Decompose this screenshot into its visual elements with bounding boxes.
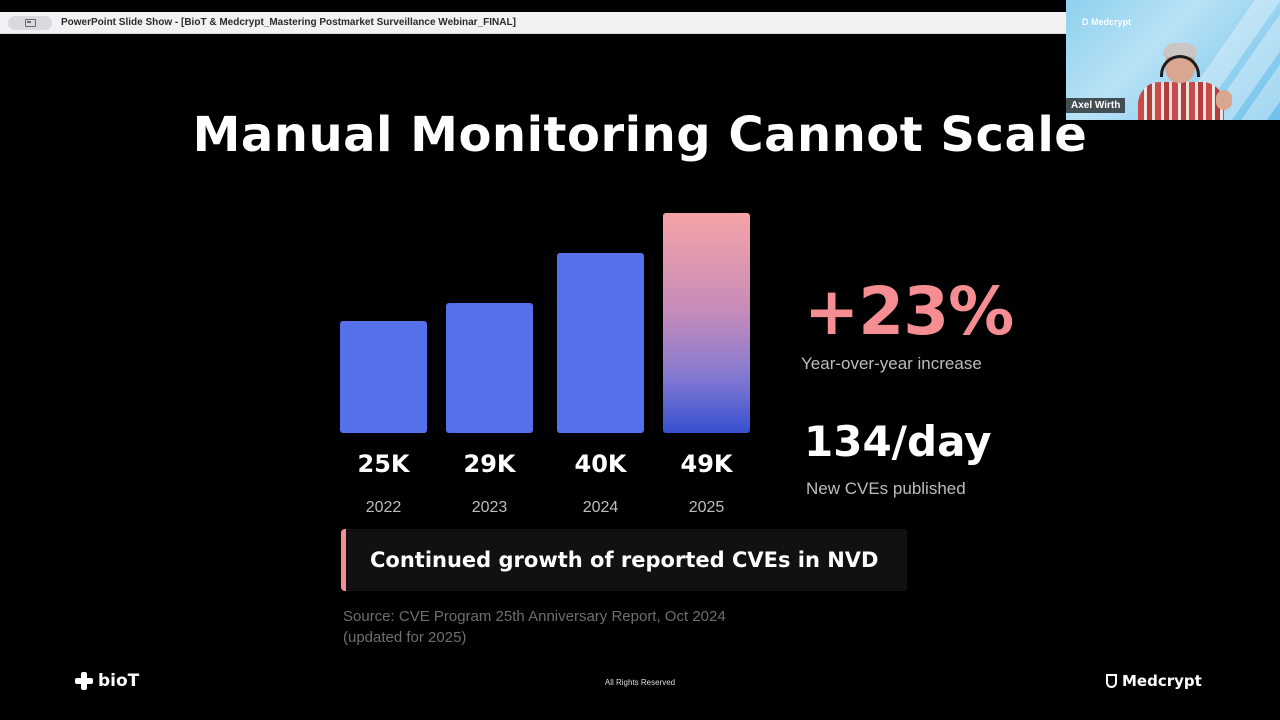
window-title: PowerPoint Slide Show - [BioT & Medcrypt… bbox=[61, 17, 516, 28]
cves-per-day-caption: New CVEs published bbox=[806, 479, 966, 498]
bar-2024 bbox=[557, 253, 644, 433]
bar-category-label: 2022 bbox=[365, 499, 402, 516]
medcrypt-logo: Medcrypt bbox=[1106, 672, 1202, 690]
bar-category-label: 2023 bbox=[471, 499, 508, 516]
bar-2023 bbox=[446, 302, 533, 433]
video-tile-org-label: D Medcrypt bbox=[1082, 17, 1132, 27]
bar-2025 bbox=[663, 213, 750, 433]
window-icon bbox=[24, 18, 36, 27]
participant-hand bbox=[1216, 90, 1232, 110]
source-line-2: (updated for 2025) bbox=[343, 629, 467, 646]
source-note: Source: CVE Program 25th Anniversary Rep… bbox=[343, 606, 726, 648]
bar-value-label: 29K bbox=[463, 450, 516, 478]
bar-category-label: 2024 bbox=[582, 499, 619, 516]
cves-per-day-value: 134/day bbox=[804, 417, 992, 466]
bar-value-label: 49K bbox=[680, 450, 733, 478]
callout-text: Continued growth of reported CVEs in NVD bbox=[370, 548, 879, 572]
callout-accent-bar bbox=[341, 529, 346, 591]
bar-value-label: 25K bbox=[357, 450, 410, 478]
yoy-increase-caption: Year-over-year increase bbox=[801, 354, 982, 373]
window-title-bar: PowerPoint Slide Show - [BioT & Medcrypt… bbox=[0, 12, 1066, 34]
participant-name-label: Axel Wirth bbox=[1066, 98, 1126, 113]
bar-2022 bbox=[340, 320, 427, 433]
biot-logo: bioT bbox=[75, 671, 139, 691]
cve-bar-chart: 25K 2022 29K 2023 40K 2024 49K 2025 bbox=[0, 35, 1280, 705]
medcrypt-logo-text: Medcrypt bbox=[1122, 672, 1202, 690]
biot-cross-icon bbox=[75, 672, 93, 690]
biot-logo-text: bioT bbox=[98, 671, 140, 691]
participant-hair bbox=[1163, 43, 1197, 57]
slide-show-control-button[interactable] bbox=[8, 15, 52, 30]
participant-video-tile[interactable]: D Medcrypt Axel Wirth bbox=[1066, 0, 1280, 120]
source-line-1: Source: CVE Program 25th Anniversary Rep… bbox=[343, 608, 726, 625]
bar-value-label: 40K bbox=[574, 450, 627, 478]
bar-category-label: 2025 bbox=[688, 499, 725, 516]
all-rights-reserved: All Rights Reserved bbox=[604, 678, 676, 687]
callout-box: Continued growth of reported CVEs in NVD bbox=[341, 529, 907, 591]
medcrypt-shield-icon bbox=[1106, 674, 1117, 688]
slide: Manual Monitoring Cannot Scale 25K 2022 29… bbox=[0, 35, 1280, 705]
yoy-increase-value: +23% bbox=[804, 273, 1014, 350]
slide-title: Manual Monitoring Cannot Scale bbox=[192, 107, 1088, 163]
participant-body bbox=[1138, 82, 1224, 120]
